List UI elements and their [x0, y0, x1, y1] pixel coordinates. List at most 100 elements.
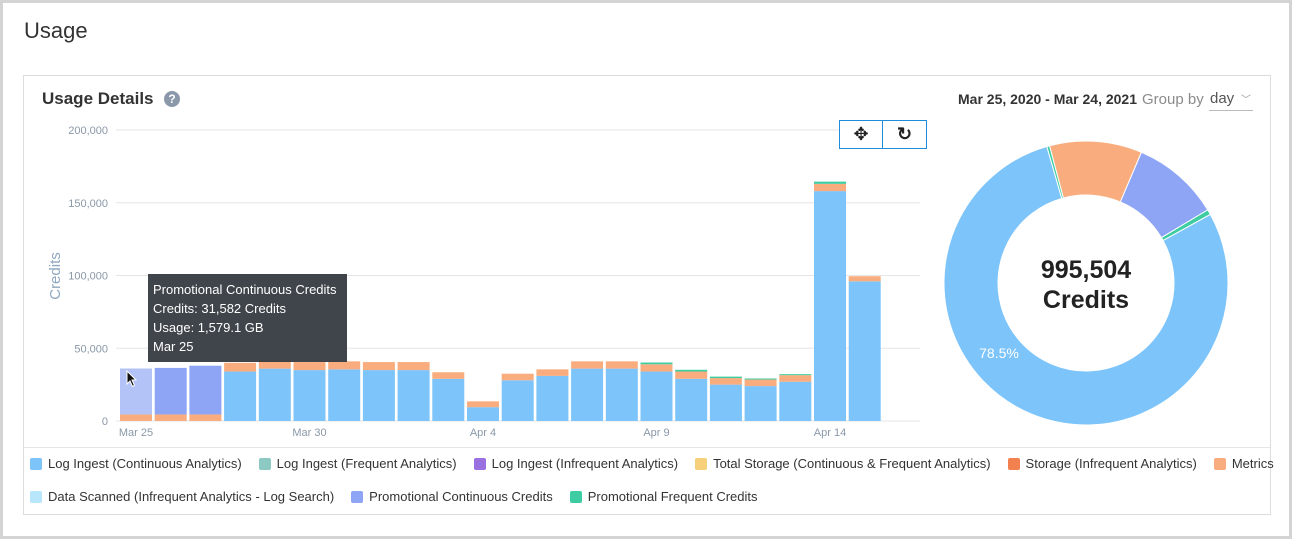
legend-item[interactable]: Total Storage (Continuous & Frequent Ana…	[695, 456, 991, 471]
legend-label: Total Storage (Continuous & Frequent Ana…	[713, 456, 991, 471]
usage-details-panel: Usage Details ? Mar 25, 2020 - Mar 24, 2…	[23, 75, 1274, 515]
x-tick-label: Apr 14	[814, 427, 846, 439]
legend-swatch	[1007, 457, 1020, 470]
bar-segment	[814, 191, 846, 421]
legend-item[interactable]: Metrics	[1213, 456, 1274, 471]
chart-tooltip: Promotional Continuous Credits Credits: …	[148, 274, 347, 362]
legend-label: Storage (Infrequent Analytics)	[1025, 456, 1197, 471]
bar-segment	[362, 362, 395, 371]
legend-item[interactable]: Data Scanned (Infrequent Analytics - Log…	[30, 489, 334, 504]
bar-segment	[328, 369, 361, 421]
bar-segment	[605, 361, 638, 369]
bar-segment	[779, 374, 812, 376]
legend-row: Data Scanned (Infrequent Analytics - Log…	[30, 489, 775, 504]
y-tick-label: 0	[102, 416, 108, 428]
page-title: Usage	[24, 18, 88, 43]
bar-segment	[709, 378, 742, 385]
bar-segment	[328, 361, 361, 370]
y-tick-label: 150,000	[68, 198, 108, 210]
legend-swatch	[569, 490, 582, 503]
bar-segment	[571, 361, 604, 369]
bar-segment	[224, 362, 257, 372]
legend-swatch	[473, 457, 486, 470]
bar-segment	[293, 362, 326, 371]
date-range[interactable]: Mar 25, 2020 - Mar 24, 2021	[958, 91, 1138, 107]
x-tick-label: Apr 4	[470, 427, 496, 439]
legend-item[interactable]: Promotional Continuous Credits	[351, 489, 553, 504]
pan-button[interactable]: ✥	[839, 120, 883, 149]
bar-segment	[675, 369, 708, 372]
y-tick-label: 100,000	[68, 271, 108, 283]
legend-label: Log Ingest (Continuous Analytics)	[48, 456, 242, 471]
bar-segment	[536, 375, 569, 421]
legend-item[interactable]: Log Ingest (Infrequent Analytics)	[473, 456, 679, 471]
bar-segment	[744, 386, 777, 421]
bar-segment	[120, 368, 152, 415]
bar-segment	[709, 384, 742, 421]
bar-segment	[120, 414, 152, 421]
legend-swatch	[258, 457, 271, 470]
y-tick-label: 50,000	[74, 343, 108, 355]
bar-segment	[258, 368, 291, 421]
tooltip-credits: Credits: 31,582 Credits	[153, 301, 286, 316]
bar-segment	[640, 362, 673, 365]
bar-segment	[814, 181, 846, 184]
bar-segment	[605, 368, 638, 421]
bar-segment	[154, 367, 187, 415]
bar-segment	[154, 414, 187, 421]
usage-chart: 0 50,000 100,000 150,000 200,000 Credits Mar 2…	[47, 125, 1229, 439]
help-icon[interactable]: ?	[164, 91, 180, 107]
donut-slice-label: 78.5%	[979, 345, 1019, 361]
legend-label: Promotional Continuous Credits	[369, 489, 553, 504]
legend-label: Metrics	[1231, 456, 1274, 471]
bar-segment	[779, 381, 812, 421]
legend-label: Log Ingest (Infrequent Analytics)	[491, 456, 679, 471]
legend-divider	[24, 447, 1270, 448]
group-by-label: Group by	[1142, 91, 1204, 108]
reset-zoom-button[interactable]: ↻	[883, 120, 927, 149]
bar-segment	[640, 364, 673, 372]
bar-segment	[501, 380, 534, 421]
donut-total-value: 995,504	[1041, 256, 1131, 284]
bar-segment	[848, 276, 881, 282]
x-tick-label: Mar 25	[119, 427, 153, 439]
tooltip-title: Promotional Continuous Credits	[153, 282, 337, 297]
bar-segment	[467, 401, 499, 408]
bar-segment	[779, 375, 812, 382]
bar-segment	[709, 376, 742, 379]
bar-segment	[432, 378, 465, 421]
pan-icon: ✥	[853, 124, 869, 144]
legend-swatch	[351, 490, 364, 503]
bar-segment	[536, 369, 569, 376]
legend-item[interactable]: Log Ingest (Frequent Analytics)	[258, 456, 457, 471]
legend-row: Log Ingest (Continuous Analytics) Log Ing…	[30, 456, 1291, 471]
bar-segment	[744, 379, 777, 387]
bar-segment	[848, 281, 881, 421]
y-axis-label: Credits	[47, 252, 64, 300]
bar-segment	[293, 370, 326, 421]
legend-item[interactable]: Storage (Infrequent Analytics)	[1007, 456, 1197, 471]
x-tick-label: Apr 9	[643, 427, 669, 439]
bar-segment	[814, 183, 846, 192]
reset-icon: ↻	[896, 124, 913, 144]
mouse-cursor-icon	[126, 370, 138, 388]
bar-segment	[258, 360, 291, 369]
legend-swatch	[695, 457, 708, 470]
bar-segment	[675, 378, 708, 421]
bar-segment	[501, 373, 534, 381]
bar-segment	[189, 414, 222, 421]
legend-swatch	[30, 490, 42, 503]
x-tick-label: Mar 30	[292, 427, 326, 439]
legend-label: Promotional Frequent Credits	[587, 489, 758, 504]
group-by-select[interactable]: day ﹀	[1209, 88, 1253, 111]
legend-item[interactable]: Log Ingest (Continuous Analytics)	[30, 456, 242, 471]
donut-slice	[943, 145, 1229, 426]
legend-item[interactable]: Promotional Frequent Credits	[569, 489, 758, 504]
bar-segment	[189, 365, 222, 415]
bar-segment	[397, 362, 430, 371]
bar-segment	[640, 371, 673, 421]
tooltip-date: Mar 25	[153, 339, 194, 354]
bar-segment	[744, 378, 777, 380]
donut-total-unit: Credits	[1043, 286, 1129, 314]
bar-segment	[571, 368, 604, 421]
